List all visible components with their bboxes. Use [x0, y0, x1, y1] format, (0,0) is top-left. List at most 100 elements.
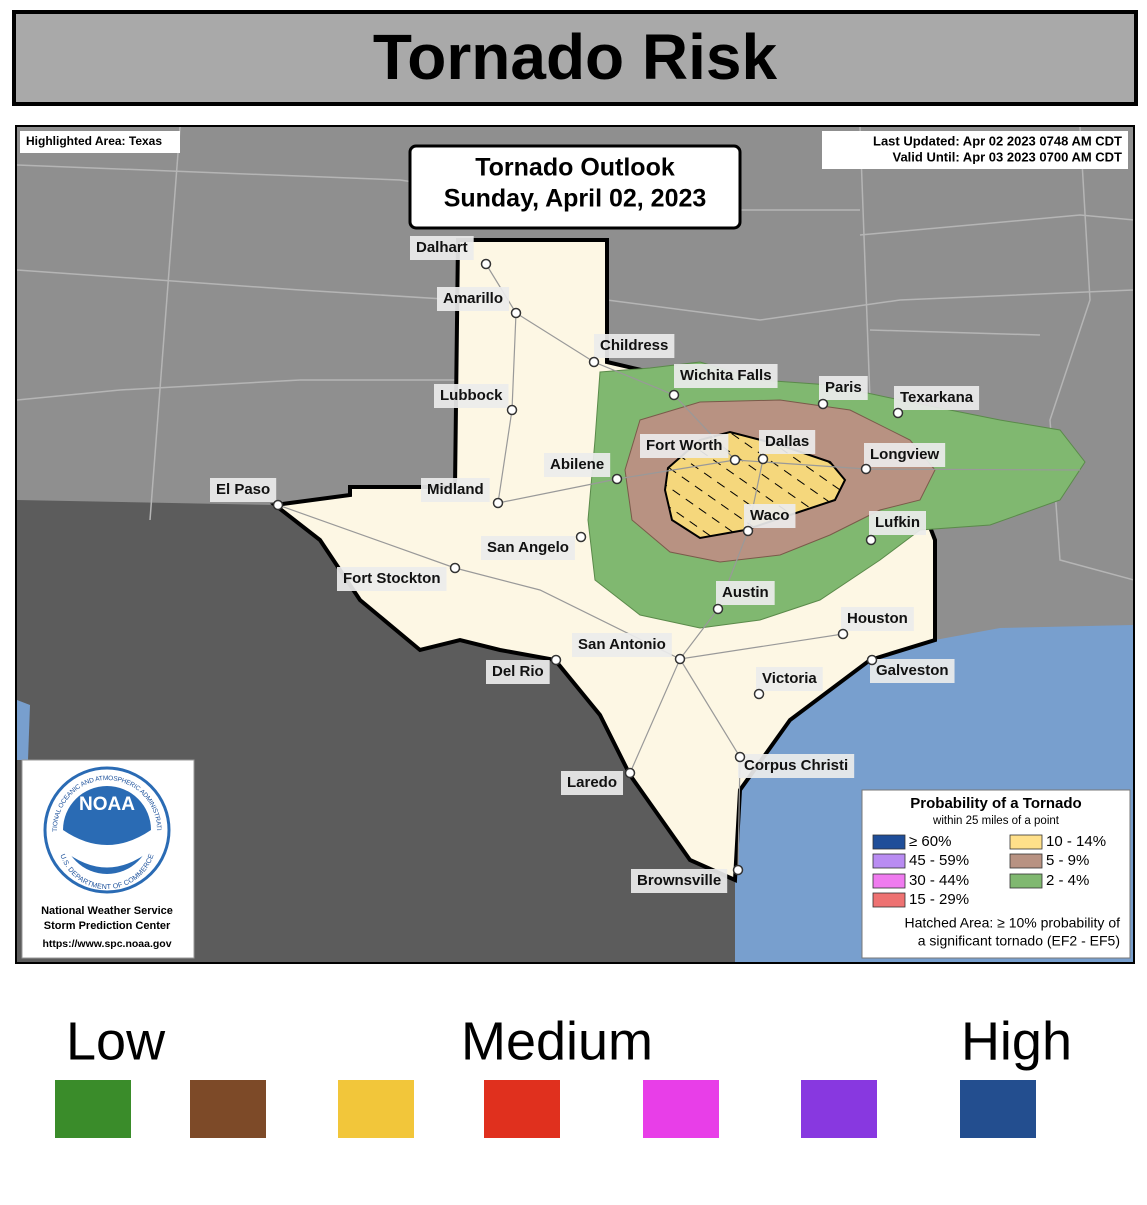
- city-label: San Antonio: [578, 636, 666, 653]
- city-label: Dallas: [765, 433, 809, 450]
- city-dot: [510, 307, 522, 319]
- city-dot: [866, 654, 878, 666]
- city-dot: [753, 688, 765, 700]
- city-dot: [892, 407, 904, 419]
- city-label: Austin: [722, 584, 769, 601]
- map-frame: [15, 125, 1135, 964]
- legend-label: 5 - 9%: [1046, 852, 1089, 869]
- city-label: Lubbock: [440, 387, 503, 404]
- city-dot: [674, 653, 686, 665]
- noaa-line2: Storm Prediction Center: [44, 920, 171, 932]
- city-dot: [817, 398, 829, 410]
- outlook-title: Tornado Outlook: [475, 154, 675, 182]
- city-label-box: [759, 430, 816, 454]
- legend-swatch: [872, 834, 906, 850]
- city-label-box: [894, 386, 980, 410]
- city-label: San Angelo: [487, 539, 569, 556]
- header-title: Tornado Risk: [373, 21, 778, 93]
- scale-swatch: [338, 1080, 414, 1138]
- mexico: [17, 500, 735, 962]
- city-label: El Paso: [216, 481, 270, 498]
- legend-swatch: [1009, 834, 1043, 850]
- city-label-box: [716, 581, 775, 605]
- highlight-box: [20, 131, 180, 153]
- city-label-box: [437, 287, 510, 311]
- legend-swatch: [872, 873, 906, 889]
- city-label: Waco: [750, 507, 789, 524]
- legend-label: 10 - 14%: [1046, 833, 1106, 850]
- city-label-box: [594, 334, 675, 358]
- legend-label: 30 - 44%: [909, 872, 969, 889]
- legend-swatch: [872, 853, 906, 869]
- city-label-box: [210, 478, 277, 502]
- update-box: [822, 131, 1128, 169]
- cities: Dalhart Amarillo Childress Lubbock Wichita F…: [210, 236, 980, 893]
- city-dot: [734, 751, 746, 763]
- city-label-box: [410, 236, 474, 260]
- city-label: Amarillo: [443, 290, 503, 307]
- city-label: Houston: [847, 610, 908, 627]
- city-label: Corpus Christi: [744, 757, 848, 774]
- city-dot: [668, 389, 680, 401]
- noaa-logo: NOAA: [79, 794, 135, 815]
- city-label: Del Rio: [492, 663, 544, 680]
- city-label-box: [738, 754, 855, 778]
- city-label-box: [481, 536, 575, 560]
- city-label: Lufkin: [875, 514, 920, 531]
- legend-title: Probability of a Tornado: [910, 795, 1081, 812]
- city-label-box: [744, 504, 796, 528]
- scale-swatch: [960, 1080, 1036, 1138]
- outlook-box: [408, 144, 742, 230]
- scale-swatch: [643, 1080, 719, 1138]
- city-dot: [506, 404, 518, 416]
- hatch: [665, 432, 845, 538]
- city-dot: [732, 864, 744, 876]
- city-label: Midland: [427, 481, 484, 498]
- noaa-line1: National Weather Service: [41, 905, 173, 917]
- legend-subtitle: within 25 miles of a point: [932, 815, 1060, 827]
- city-dot: [860, 463, 872, 475]
- scale-swatch: [190, 1080, 266, 1138]
- city-label-box: [819, 376, 868, 400]
- city-label: Abilene: [550, 456, 604, 473]
- pacific: [17, 700, 30, 760]
- city-label: Paris: [825, 379, 862, 396]
- scale-label: High: [961, 1011, 1072, 1071]
- city-label: Dalhart: [416, 239, 468, 256]
- legend-hatch-2: a significant tornado (EF2 - EF5): [918, 933, 1120, 949]
- city-label: Laredo: [567, 774, 617, 791]
- header-box: [12, 10, 1138, 106]
- city-dot: [742, 525, 754, 537]
- city-label-box: [864, 443, 946, 467]
- highlight-text: Highlighted Area: Texas: [26, 134, 162, 148]
- noaa-wave: [63, 830, 151, 868]
- city-dot: [837, 628, 849, 640]
- scale-swatch: [55, 1080, 131, 1138]
- city-label: Texarkana: [900, 389, 974, 406]
- city-dot: [575, 531, 587, 543]
- legend-box: [861, 789, 1131, 959]
- city-label: Brownsville: [637, 872, 721, 889]
- scale-label: Medium: [461, 1011, 653, 1071]
- valid-until: Valid Until: Apr 03 2023 0700 AM CDT: [893, 149, 1123, 164]
- legend-label: 2 - 4%: [1046, 872, 1089, 889]
- city-label-box: [674, 364, 778, 388]
- legend-label: 45 - 59%: [909, 852, 969, 869]
- city-label-box: [486, 660, 550, 684]
- scale-label: Low: [66, 1011, 166, 1071]
- city-dot: [550, 654, 562, 666]
- city-label-box: [561, 771, 624, 795]
- city-label-box: [337, 567, 447, 591]
- city-label-box: [756, 667, 823, 691]
- city-label: Victoria: [762, 670, 817, 687]
- city-label: Childress: [600, 337, 668, 354]
- city-dot: [272, 499, 284, 511]
- legend-label: ≥ 60%: [909, 833, 951, 850]
- scale-swatch: [801, 1080, 877, 1138]
- city-label-box: [631, 869, 728, 893]
- legend-items: ≥ 60% 45 - 59% 30 - 44% 15 - 29% 10 - 14% 5 -…: [872, 833, 1106, 908]
- last-updated: Last Updated: Apr 02 2023 0748 AM CDT: [873, 133, 1122, 148]
- legend-hatch-1: Hatched Area: ≥ 10% probability of: [905, 915, 1121, 931]
- noaa-url: https://www.spc.noaa.gov: [42, 938, 171, 950]
